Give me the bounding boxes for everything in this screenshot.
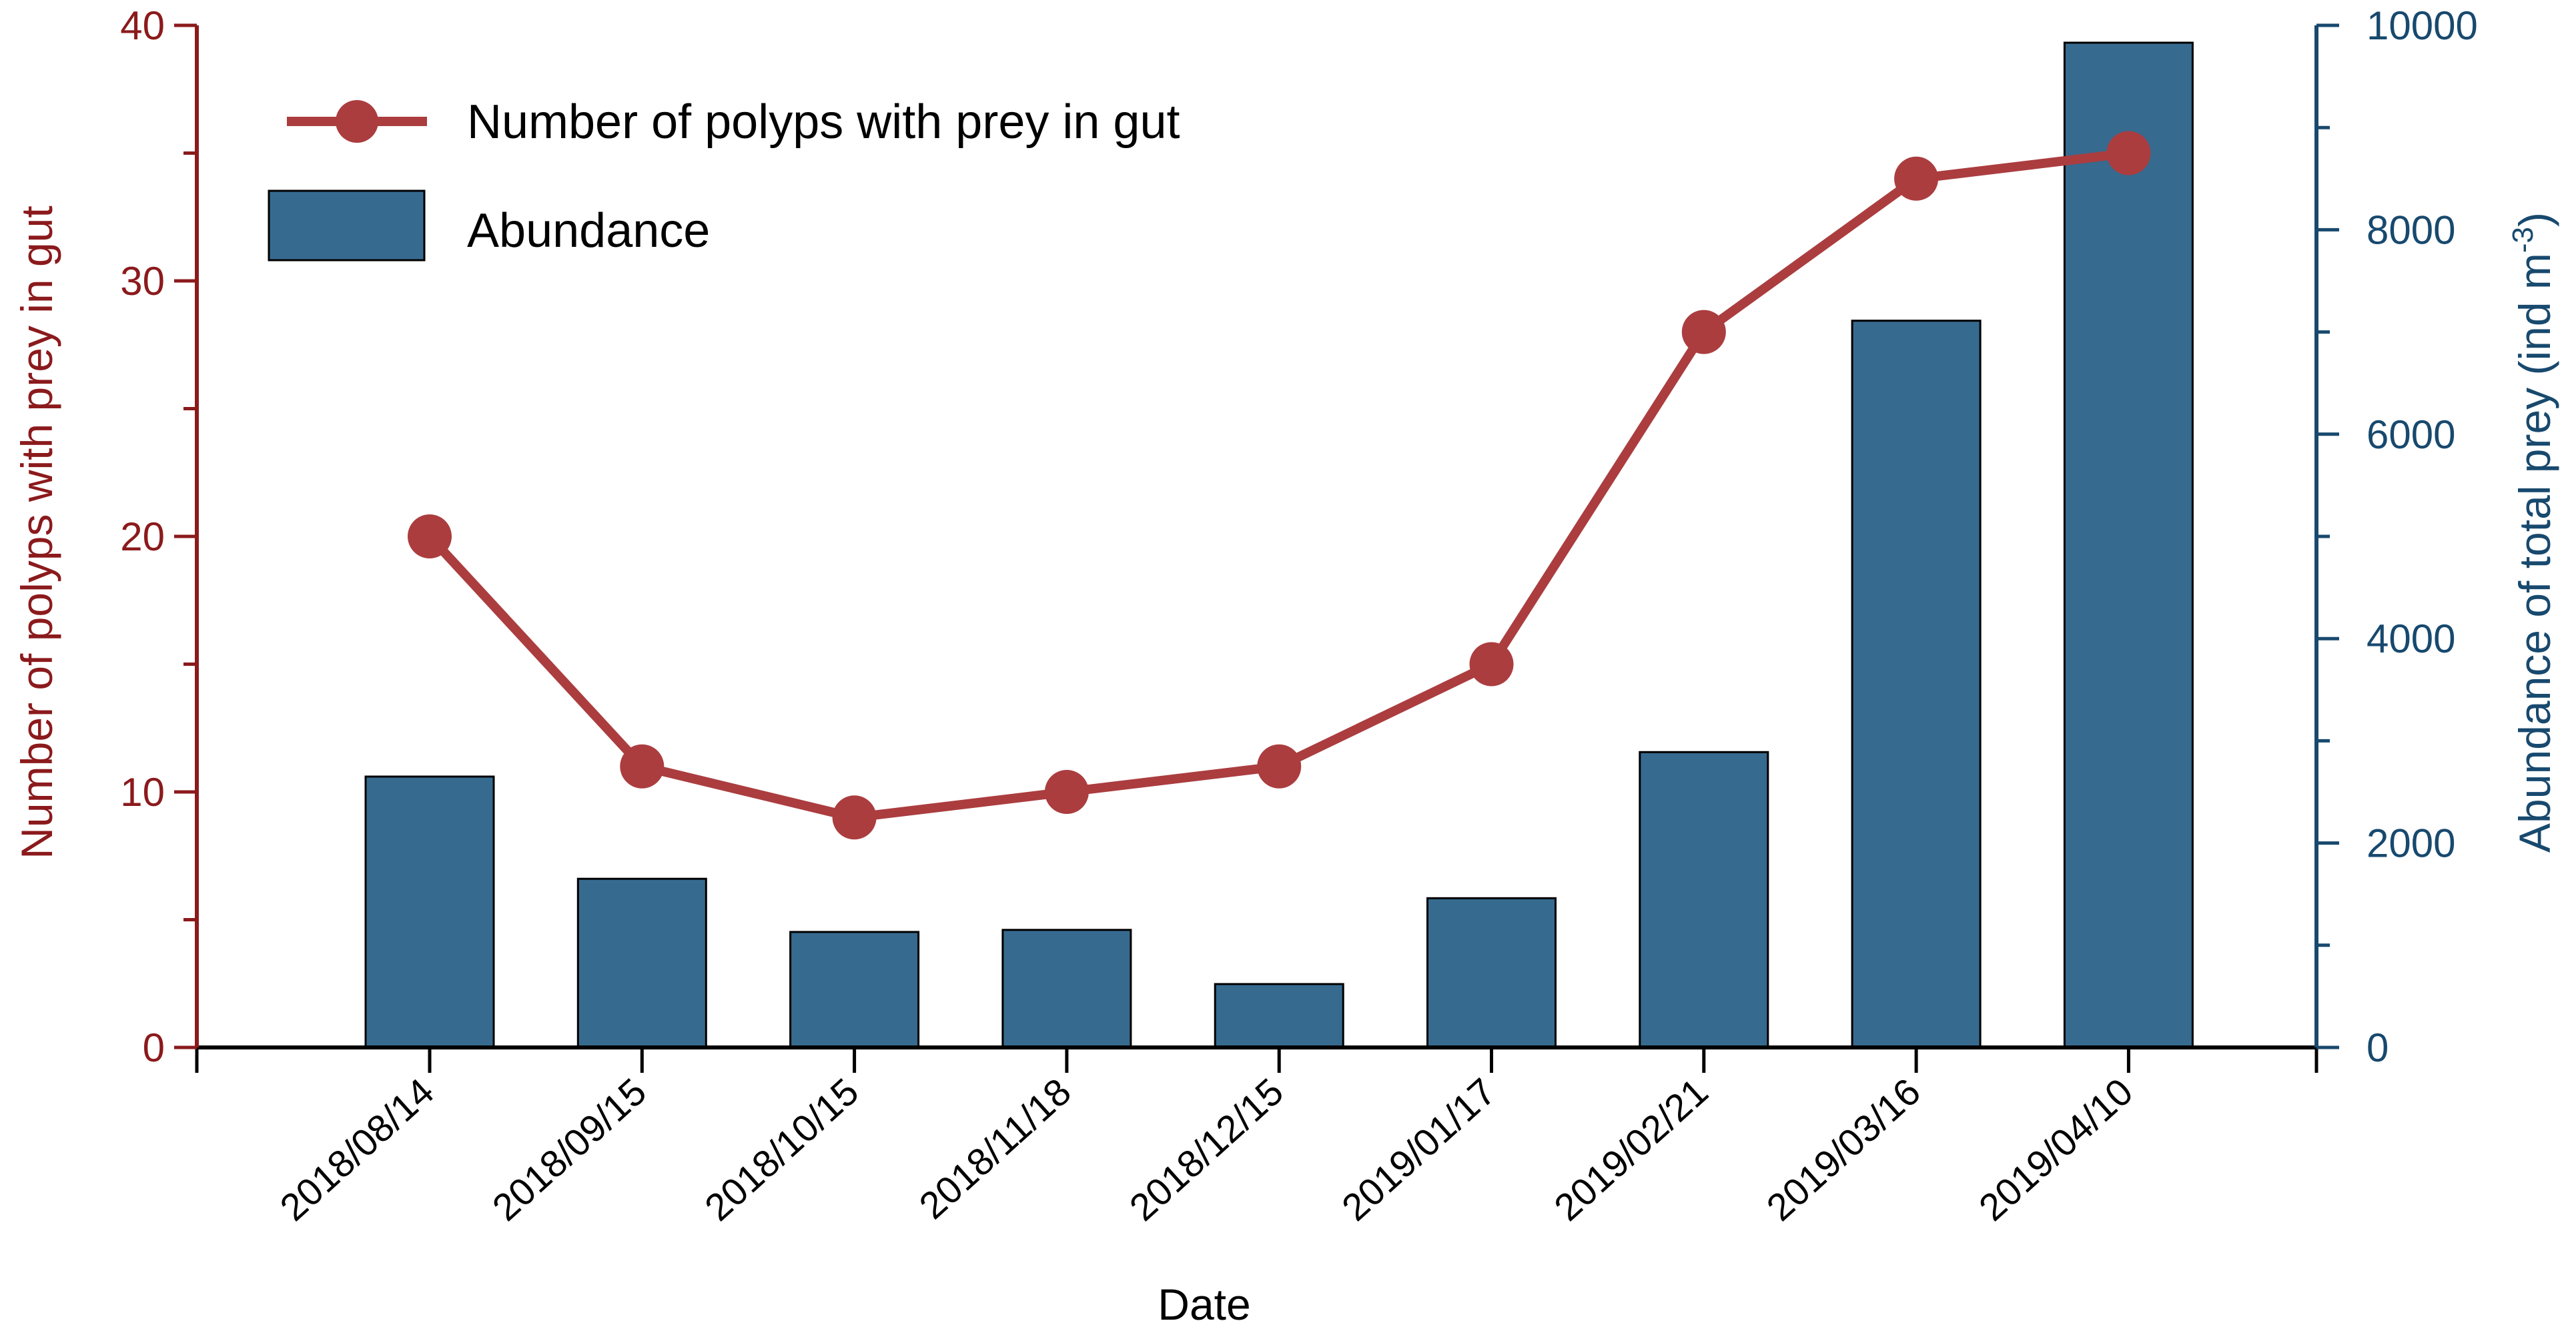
right-y-axis-title-main: Abundance of total prey (ind m [2510, 253, 2559, 853]
right-y-axis-title-superscript: -3 [2507, 227, 2539, 253]
axes [195, 25, 2318, 1049]
x-tick-label: 2019/03/16 [1759, 1070, 1929, 1229]
legend-label-line: Number of polyps with prey in gut [467, 95, 1180, 149]
legend-line-marker [336, 100, 378, 143]
bar [1426, 897, 1557, 1049]
x-axis-title: Date [1158, 1280, 1250, 1329]
data-point [2106, 131, 2151, 175]
left-y-tick-label: 20 [120, 514, 165, 559]
left-y-tick-label: 40 [120, 3, 165, 48]
bar [789, 931, 920, 1049]
line-series [408, 131, 2151, 840]
data-point [1257, 744, 1302, 789]
bar [2063, 41, 2194, 1049]
left-y-axis-ticks: 0 10 20 30 40 [120, 3, 197, 1070]
data-point [1681, 310, 1726, 354]
legend-item-bar: Abundance [268, 189, 710, 262]
bar [1001, 929, 1132, 1049]
x-tick-label: 2018/09/15 [484, 1070, 655, 1229]
right-y-tick-label: 8000 [2367, 207, 2455, 252]
right-y-tick-label: 2000 [2367, 821, 2455, 866]
x-tick-label: 2018/12/15 [1122, 1070, 1292, 1229]
x-tick-label: 2019/01/17 [1334, 1070, 1504, 1229]
data-point [832, 795, 877, 840]
left-y-axis-title: Number of polyps with prey in gut [12, 205, 61, 859]
legend-label-bar: Abundance [467, 204, 710, 258]
right-y-tick-label: 10000 [2367, 3, 2478, 48]
x-tick-label: 2018/11/18 [911, 1070, 1080, 1228]
data-point [1044, 770, 1089, 814]
right-y-axis-title-close: ) [2510, 212, 2559, 227]
bar [1639, 751, 1769, 1049]
right-y-tick-label: 6000 [2367, 412, 2455, 457]
legend: Number of polyps with prey in gut Abunda… [268, 95, 1180, 262]
left-y-tick-label: 30 [120, 259, 165, 304]
bar [1851, 320, 1982, 1049]
bar [1214, 983, 1344, 1049]
right-y-tick-label: 4000 [2367, 616, 2455, 661]
x-tick-label: 2018/10/15 [697, 1070, 867, 1229]
right-y-tick-label: 0 [2367, 1025, 2389, 1070]
data-point [408, 514, 452, 558]
left-y-tick-label: 0 [143, 1025, 165, 1070]
bar [576, 877, 707, 1049]
right-y-axis-title: Abundance of total prey (ind m-3) [2507, 212, 2559, 853]
data-point [1469, 642, 1514, 687]
data-point [620, 744, 665, 789]
x-tick-label: 2019/02/21 [1547, 1070, 1717, 1229]
x-tick-label: 2019/04/10 [1971, 1070, 2141, 1229]
data-point [1894, 156, 1939, 201]
legend-item-line: Number of polyps with prey in gut [287, 95, 1180, 149]
left-y-tick-label: 10 [120, 770, 165, 815]
legend-bar-swatch [268, 189, 426, 262]
x-tick-label: 2018/08/14 [272, 1070, 442, 1229]
right-y-axis-ticks: 0 2000 4000 6000 8000 10000 [2316, 3, 2478, 1070]
x-axis-ticks: 2018/08/14 2018/09/15 2018/10/15 2018/11/18… [195, 1047, 2318, 1230]
bar [364, 775, 495, 1049]
